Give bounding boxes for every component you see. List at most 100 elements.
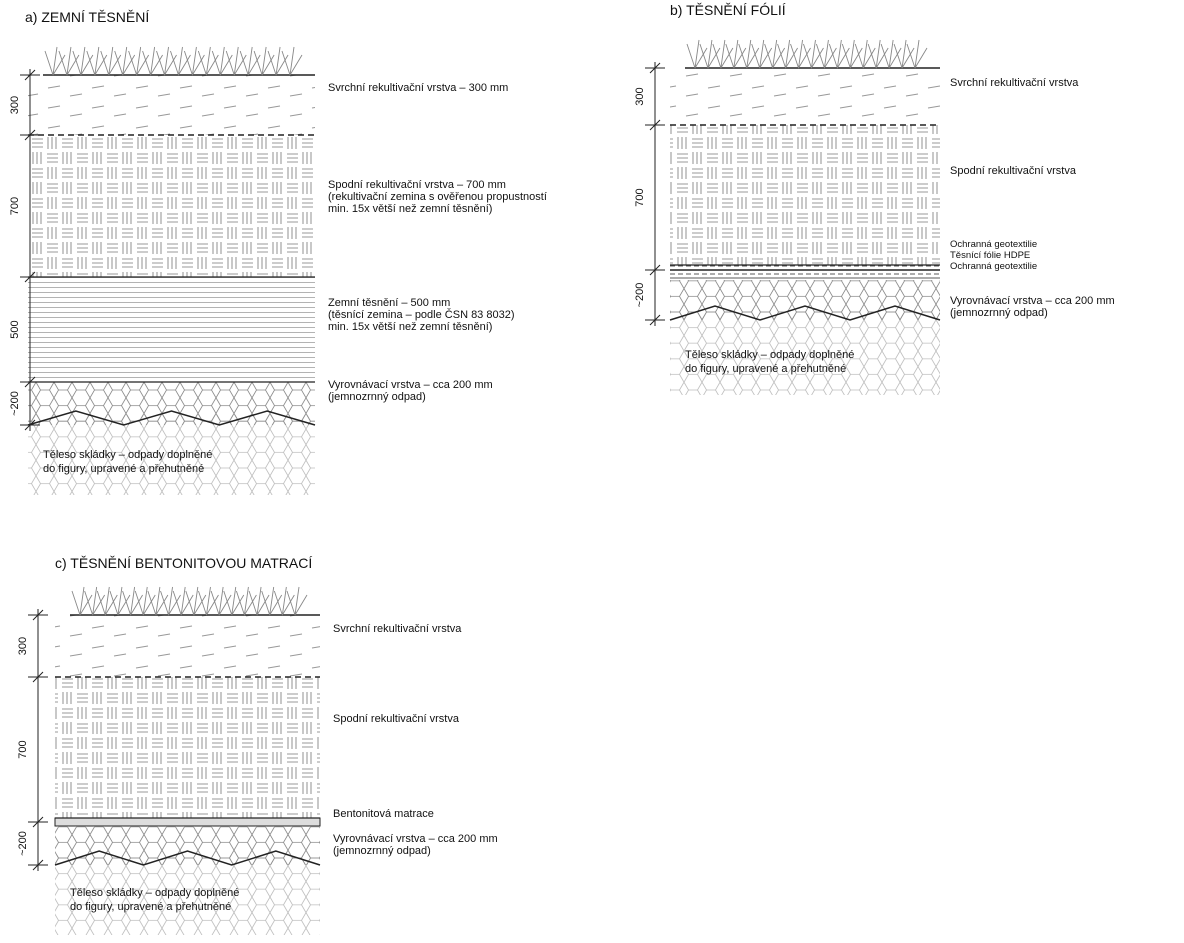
waste-surface: [669, 305, 941, 321]
grass: [790, 39, 811, 69]
grass: [109, 586, 131, 616]
layer-label: (rekultivační zemina s ověřenou propustn…: [328, 191, 547, 203]
layer-label: Spodní rekultivační vrstva: [950, 165, 1077, 177]
layer-label: Ochranná geotextilie: [950, 261, 1037, 272]
body-label: Těleso skládky – odpady doplněné: [685, 349, 854, 361]
dimension-label: 300: [9, 96, 21, 114]
body-label: Těleso skládky – odpady doplněné: [70, 887, 239, 899]
layer-label: Vyrovnávací vrstva – cca 200 mm: [328, 379, 493, 391]
grass: [156, 46, 177, 76]
dimension-tick: [28, 609, 48, 621]
dimension-tick: [645, 314, 665, 326]
grass: [273, 586, 295, 616]
layer-label: (jemnozrnný odpad): [950, 307, 1048, 319]
layer-label: Svrchní rekultivační vrstva: [950, 77, 1079, 89]
grass: [738, 39, 760, 69]
layer-fill: [670, 280, 940, 320]
grass: [170, 46, 191, 76]
layer-label: Bentonitová matrace: [333, 808, 434, 820]
dimension-tick: [20, 129, 40, 141]
panel-title: b) TĚSNĚNÍ FÓLIÍ: [670, 2, 786, 18]
grass: [147, 586, 169, 616]
body-label: do figury, upravené a přehutněné: [70, 901, 231, 913]
layer-label: Svrchní rekultivační vrstva: [333, 623, 462, 635]
layer-label: Ochranná geotextilie: [950, 239, 1037, 250]
layer-label: Spodní rekultivační vrstva – 700 mm: [328, 179, 506, 191]
grass: [286, 586, 308, 616]
grass: [867, 39, 889, 69]
grass: [699, 39, 721, 69]
grass: [44, 46, 66, 76]
dimension-tick: [645, 119, 665, 131]
waste-surface: [27, 410, 316, 426]
grass: [281, 46, 303, 76]
dimension-label: ~200: [17, 831, 29, 856]
layer-fill: [55, 677, 320, 818]
grass: [777, 39, 798, 69]
dimension-label: 300: [634, 87, 646, 105]
layer-fill: [55, 615, 320, 677]
dimension-tick: [28, 816, 48, 828]
grass: [172, 586, 194, 616]
grass: [211, 46, 233, 76]
profile-panel: b) TĚSNĚNÍ FÓLIÍ 300 700 ~200 Svrchní rekult…: [634, 2, 1115, 395]
dimension-tick: [645, 62, 665, 74]
panel-title: a) ZEMNÍ TĚSNĚNÍ: [25, 9, 149, 25]
profile-panel: c) TĚSNĚNÍ BENTONITOVOU MATRACÍ 300 700 ~20…: [17, 555, 498, 935]
layer-fill: [28, 277, 315, 382]
grass: [58, 46, 80, 76]
grass: [210, 586, 232, 616]
grass: [223, 586, 245, 616]
layer-fill: [670, 68, 940, 125]
grass: [160, 586, 181, 616]
layer-label: Vyrovnávací vrstva – cca 200 mm: [950, 295, 1115, 307]
grass: [267, 46, 289, 76]
dimension-label: ~200: [634, 283, 646, 308]
layer-label: Zemní těsnění – 500 mm: [328, 297, 450, 309]
grass: [96, 586, 118, 616]
grass: [253, 46, 275, 76]
grass: [841, 39, 863, 69]
dimension-tick: [20, 376, 40, 388]
grass: [686, 39, 708, 69]
dimension-label: ~200: [9, 391, 21, 416]
layer-label: min. 15x větší než zemní těsnění): [328, 321, 492, 333]
grass: [114, 46, 136, 76]
layer-label: Těsnící fólie HDPE: [950, 250, 1030, 261]
dimension-label: 700: [17, 740, 29, 758]
grass: [803, 39, 824, 69]
panel-title: c) TĚSNĚNÍ BENTONITOVOU MATRACÍ: [55, 555, 312, 571]
grass: [71, 586, 93, 616]
waste-body: [28, 415, 315, 495]
dimension-tick: [645, 264, 665, 276]
body-label: do figury, upravené a přehutněné: [43, 463, 204, 475]
grass: [134, 586, 156, 616]
grass: [880, 39, 902, 69]
dimension-label: 500: [9, 320, 21, 338]
dimension-label: 300: [17, 637, 29, 655]
dimension-tick: [28, 859, 48, 871]
dimension-label: 700: [9, 197, 21, 215]
grass: [235, 586, 257, 616]
profile-panel: a) ZEMNÍ TĚSNĚNÍ 300 700 500 ~200 Svrchní rek…: [9, 9, 547, 495]
bentonite-mat: [54, 817, 321, 827]
grass: [197, 46, 219, 76]
grass: [225, 46, 247, 76]
dimension-tick: [28, 671, 48, 683]
layer-fill: [55, 826, 320, 865]
grass: [764, 39, 786, 69]
grass: [122, 586, 143, 616]
grass: [751, 39, 773, 69]
grass: [183, 46, 205, 76]
dimension-tick: [20, 419, 40, 431]
layer-label: (těsnící zemina – podle ČSN 83 8032): [328, 308, 515, 321]
grass: [906, 39, 928, 69]
grass: [828, 39, 850, 69]
layer-fill: [28, 135, 315, 277]
dimension-tick: [20, 271, 40, 283]
grass: [100, 46, 122, 76]
grass: [261, 586, 283, 616]
grass: [893, 39, 915, 69]
grass: [248, 586, 270, 616]
layer-label: min. 15x větší než zemní těsnění): [328, 203, 492, 215]
